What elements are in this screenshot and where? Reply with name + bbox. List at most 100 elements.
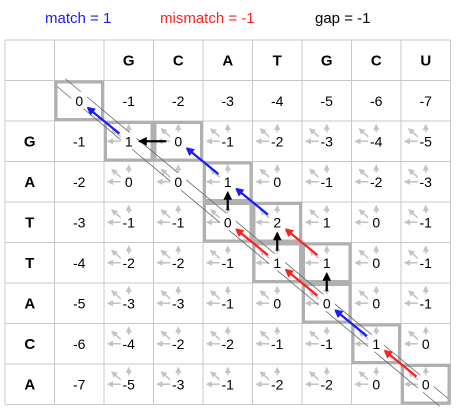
cell-bg — [71, 375, 88, 393]
cell-bg — [219, 334, 236, 352]
legend-gap: gap = -1 — [315, 10, 371, 27]
cell-value: -5 — [321, 93, 334, 109]
cell-bg — [269, 91, 286, 109]
cell-value: -2 — [172, 336, 185, 352]
cell-value: 0 — [422, 376, 430, 392]
cell-bg — [71, 213, 88, 231]
trace-arrow-blue — [333, 309, 368, 338]
cell-bg — [368, 91, 385, 109]
cell-bg — [120, 253, 137, 271]
trace-arrow-red — [284, 268, 319, 297]
cell-bg — [368, 132, 385, 150]
cell-value: 0 — [174, 174, 182, 190]
cell-bg — [269, 172, 286, 190]
cell-bg — [120, 294, 137, 312]
cell-value: -1 — [420, 295, 433, 311]
cell-bg — [318, 213, 335, 231]
cell-bg — [368, 375, 385, 393]
cell-bg — [120, 91, 137, 109]
cell-value: -2 — [123, 255, 136, 271]
header-top-letter: T — [273, 52, 282, 69]
trace-arrow-blue — [86, 106, 121, 135]
cell-bg — [120, 375, 137, 393]
cell-bg — [368, 294, 385, 312]
cell-value: 1 — [273, 255, 281, 271]
cell-bg — [368, 213, 385, 231]
cell-bg — [417, 132, 434, 150]
cell-value: -4 — [370, 133, 383, 149]
cell-value: -2 — [271, 133, 284, 149]
cell-value: -6 — [73, 336, 86, 352]
trace-arrow-red — [284, 228, 319, 257]
header-top-letter: C — [173, 52, 184, 69]
cell-value: 0 — [174, 133, 182, 149]
cell-value: -5 — [123, 376, 136, 392]
cell-bg — [318, 253, 335, 271]
cell-bg — [120, 172, 137, 190]
cell-value: 0 — [422, 336, 430, 352]
cell-bg — [417, 91, 434, 109]
cell-bg — [120, 132, 137, 150]
cell-bg — [269, 132, 286, 150]
trace-arrow-blue — [185, 147, 220, 176]
cell-value: -3 — [172, 295, 185, 311]
cell-bg — [417, 334, 434, 352]
cell-value: -5 — [73, 295, 86, 311]
cell-bg — [269, 375, 286, 393]
cell-bg — [269, 253, 286, 271]
cell-value: -2 — [222, 336, 235, 352]
cell-value: -2 — [271, 376, 284, 392]
cell-value: -1 — [73, 133, 86, 149]
cell-bg — [170, 334, 187, 352]
cell-value: 0 — [125, 174, 133, 190]
header-left-letter: A — [24, 295, 35, 312]
cell-value: -7 — [73, 376, 86, 392]
trace-arrow-red — [383, 349, 418, 378]
header-left-letter: G — [24, 133, 36, 150]
cell-value: -2 — [321, 376, 334, 392]
cell-value: -6 — [370, 93, 383, 109]
header-left-letter: T — [25, 255, 34, 272]
cell-bg — [368, 172, 385, 190]
cell-bg — [417, 294, 434, 312]
header-left-letter: C — [24, 336, 35, 353]
cell-value: -1 — [222, 255, 235, 271]
cell-value: -3 — [321, 133, 334, 149]
cell-value: 0 — [372, 376, 380, 392]
cell-value: -3 — [420, 174, 433, 190]
cell-bg — [318, 172, 335, 190]
path-cell-box — [54, 80, 104, 121]
cell-value: -1 — [222, 376, 235, 392]
cell-value: -4 — [73, 255, 86, 271]
cell-bg — [417, 213, 434, 231]
cell-value: 0 — [372, 295, 380, 311]
cell-bg — [219, 375, 236, 393]
cell-value: -3 — [73, 214, 86, 230]
cell-bg — [120, 334, 137, 352]
cell-value: 0 — [372, 214, 380, 230]
cell-bg — [318, 294, 335, 312]
cell-value: 0 — [273, 295, 281, 311]
cell-bg — [368, 253, 385, 271]
cell-value: -1 — [420, 255, 433, 271]
header-left-letter: A — [24, 174, 35, 191]
cell-value: -1 — [321, 174, 334, 190]
header-top-letter: A — [222, 52, 233, 69]
path-cell-box — [351, 323, 401, 364]
cell-bg — [219, 91, 236, 109]
cell-value: 1 — [323, 214, 331, 230]
cell-bg — [318, 132, 335, 150]
header-top-letter: C — [371, 52, 382, 69]
cell-bg — [417, 375, 434, 393]
cell-bg — [71, 132, 88, 150]
cell-bg — [269, 294, 286, 312]
cell-value: 0 — [273, 174, 281, 190]
cell-value: 1 — [323, 255, 331, 271]
cell-bg — [417, 172, 434, 190]
cell-value: -2 — [73, 174, 86, 190]
cell-value: -1 — [172, 214, 185, 230]
cell-value: 1 — [125, 133, 133, 149]
header-top-letter: G — [123, 52, 135, 69]
cell-bg — [269, 334, 286, 352]
cell-bg — [170, 213, 187, 231]
